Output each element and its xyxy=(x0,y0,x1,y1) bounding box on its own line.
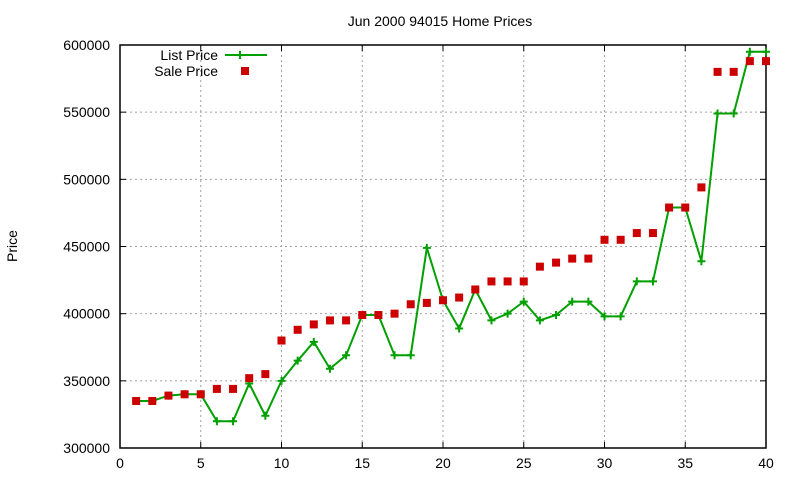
point-sale-price xyxy=(309,320,318,329)
point-sale-price xyxy=(584,254,593,263)
point-sale-price xyxy=(245,374,254,383)
point-list-price xyxy=(745,47,754,56)
line-list-price xyxy=(136,50,766,423)
point-list-price xyxy=(325,364,334,373)
series-layer xyxy=(132,47,770,426)
point-sale-price xyxy=(729,67,738,76)
y-tick-label: 550000 xyxy=(63,104,110,120)
point-list-price xyxy=(422,243,431,252)
point-sale-price xyxy=(132,396,141,405)
point-list-price xyxy=(293,356,302,365)
point-list-price xyxy=(535,316,544,325)
axis-ticks: 0 5 10 15 20 25 30 35 40 300000 350000 400000 450000… xyxy=(63,37,774,471)
point-sale-price xyxy=(713,67,722,76)
point-list-price xyxy=(487,316,496,325)
point-list-price xyxy=(229,417,238,426)
x-tick-label: 35 xyxy=(677,455,693,471)
point-list-price xyxy=(584,297,593,306)
legend-label-list-price: List Price xyxy=(160,47,218,63)
point-list-price xyxy=(261,411,270,420)
point-list-price xyxy=(390,351,399,360)
point-list-price xyxy=(600,312,609,321)
point-sale-price xyxy=(293,325,302,334)
point-list-price xyxy=(762,47,770,56)
point-sale-price xyxy=(212,384,221,393)
point-sale-price xyxy=(632,229,641,238)
point-sale-price xyxy=(471,285,480,294)
x-tick-label: 25 xyxy=(516,455,532,471)
legend-marker-list-price xyxy=(236,51,244,59)
point-sale-price xyxy=(600,235,609,244)
point-list-price xyxy=(632,277,641,286)
point-list-price xyxy=(648,277,657,286)
y-tick-label: 350000 xyxy=(63,373,110,389)
point-sale-price xyxy=(503,277,512,286)
x-tick-label: 5 xyxy=(197,455,205,471)
chart-title: Jun 2000 94015 Home Prices xyxy=(348,13,532,29)
point-sale-price xyxy=(261,370,270,379)
point-sale-price xyxy=(406,300,415,309)
point-sale-price xyxy=(196,390,205,399)
y-tick-label: 400000 xyxy=(63,306,110,322)
point-sale-price xyxy=(325,316,334,325)
legend-marker-sale-price xyxy=(241,67,249,75)
point-sale-price xyxy=(535,262,544,271)
x-tick-label: 15 xyxy=(354,455,370,471)
point-sale-price xyxy=(422,298,431,307)
legend-label-sale-price: Sale Price xyxy=(154,63,218,79)
point-sale-price xyxy=(552,258,561,267)
point-sale-price xyxy=(519,277,528,286)
series-sale-price xyxy=(132,57,770,405)
y-tick-label: 600000 xyxy=(63,37,110,53)
point-sale-price xyxy=(148,396,157,405)
point-sale-price xyxy=(568,254,577,263)
series-list-price xyxy=(132,47,770,426)
point-list-price xyxy=(212,417,221,426)
y-tick-label: 300000 xyxy=(63,440,110,456)
x-tick-label: 30 xyxy=(597,455,613,471)
point-sale-price xyxy=(374,311,383,320)
point-sale-price xyxy=(164,391,173,400)
point-list-price xyxy=(729,109,738,118)
point-sale-price xyxy=(455,293,464,302)
point-list-price xyxy=(697,257,706,266)
point-list-price xyxy=(277,376,286,385)
point-sale-price xyxy=(745,57,754,66)
point-list-price xyxy=(309,337,318,346)
y-tick-label: 500000 xyxy=(63,171,110,187)
x-tick-label: 10 xyxy=(274,455,290,471)
point-sale-price xyxy=(390,309,399,318)
point-sale-price xyxy=(358,311,367,320)
y-tick-label: 450000 xyxy=(63,239,110,255)
point-sale-price xyxy=(616,235,625,244)
point-list-price xyxy=(552,311,561,320)
point-sale-price xyxy=(439,296,447,305)
point-list-price xyxy=(406,351,415,360)
point-list-price xyxy=(568,297,577,306)
point-sale-price xyxy=(229,384,238,393)
point-list-price xyxy=(519,297,528,306)
point-sale-price xyxy=(665,203,674,212)
x-tick-label: 40 xyxy=(758,455,774,471)
point-sale-price xyxy=(762,57,770,66)
point-sale-price xyxy=(277,336,286,345)
plot-frame xyxy=(119,44,767,449)
point-sale-price xyxy=(487,277,496,286)
x-tick-label: 0 xyxy=(116,455,124,471)
point-sale-price xyxy=(681,203,690,212)
point-list-price xyxy=(455,324,464,333)
x-tick-label: 20 xyxy=(435,455,451,471)
point-list-price xyxy=(616,312,625,321)
point-list-price xyxy=(503,309,512,318)
y-axis-label: Price xyxy=(4,230,20,262)
point-sale-price xyxy=(180,390,189,399)
point-list-price xyxy=(713,109,722,118)
point-list-price xyxy=(342,351,351,360)
point-sale-price xyxy=(697,183,706,192)
point-sale-price xyxy=(648,229,657,238)
legend: List Price Sale Price xyxy=(154,47,267,79)
point-sale-price xyxy=(342,316,351,325)
